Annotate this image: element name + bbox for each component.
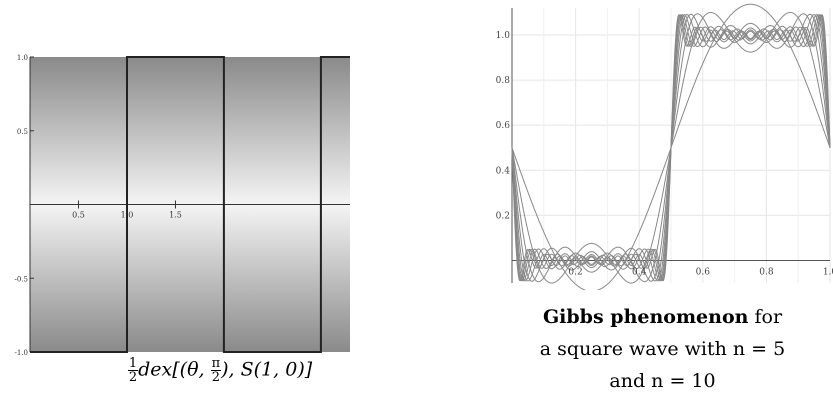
right-chart-caption: Gibbs phenomenon for a square wave with … xyxy=(490,301,833,397)
gibbs-phenomenon-chart xyxy=(511,3,831,290)
square-wave-line xyxy=(30,56,350,353)
y-tick-label: 0.6 xyxy=(496,121,511,131)
y-tick-label: 0.4 xyxy=(496,166,511,176)
y-tick-label: 0.2 xyxy=(496,211,510,221)
y-tick-label: 1.0 xyxy=(17,54,28,62)
y-tick-label: 0.8 xyxy=(496,76,511,86)
x-tick-label: 1.5 xyxy=(169,211,182,220)
square-wave-chart: 0.5 1.0 1.51.00.5-0.5-1.0 xyxy=(15,54,350,357)
x-tick-label: 0.2 xyxy=(568,267,582,277)
left-chart-caption: 1 2 dex[(θ, π 2), S(1, 0)] xyxy=(127,356,313,385)
x-tick-label: 0.6 xyxy=(696,267,711,277)
y-tick-label: 0.5 xyxy=(17,128,28,136)
caption-bold-title: Gibbs phenomenon xyxy=(542,306,749,328)
caption-line-2: a square wave with n = 5 xyxy=(539,338,786,360)
partial-sum-line xyxy=(511,14,831,281)
x-tick-label: 0.4 xyxy=(632,267,647,277)
y-tick-label: -0.5 xyxy=(15,275,29,283)
x-tick-label: 0.8 xyxy=(759,267,774,277)
caption-line-3: and n = 10 xyxy=(609,370,716,392)
y-tick-label: -1.0 xyxy=(15,349,29,357)
x-tick-label: 0.5 xyxy=(72,211,85,220)
y-tick-label: 1.0 xyxy=(496,31,511,41)
x-tick-label: 1.0 xyxy=(823,267,833,277)
gibbs-axis-labels: 0.2 0.4 0.6 0.8 1.0 0.2 0.4 0.6 0.8 1.0 xyxy=(496,31,833,277)
